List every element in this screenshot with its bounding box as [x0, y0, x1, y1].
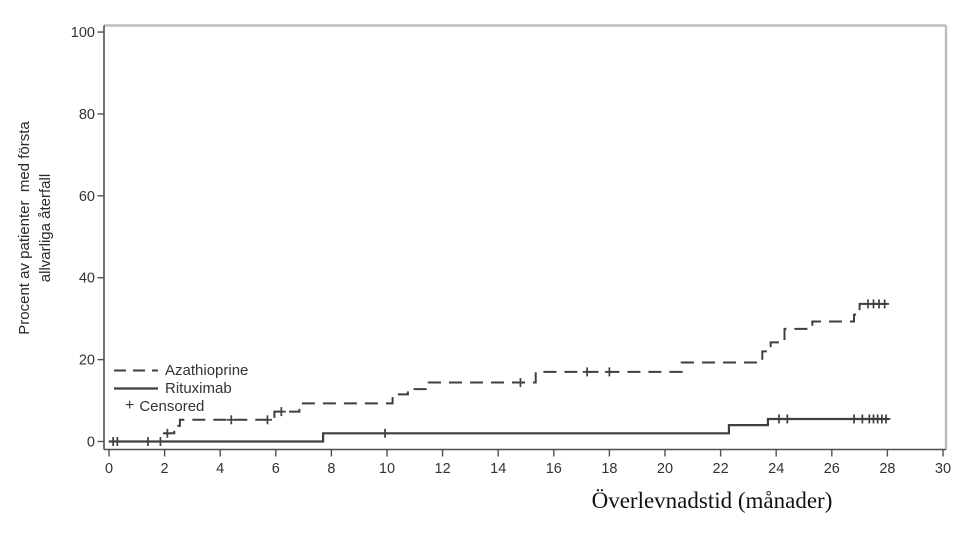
- x-tick-label: 16: [546, 461, 562, 477]
- legend-label-rituximab: Rituximab: [165, 379, 232, 397]
- x-tick-label: 20: [657, 461, 673, 477]
- y-tick-label: 20: [79, 353, 95, 369]
- series-azathioprine-censor-marks: [162, 299, 890, 438]
- x-tick-label: 8: [327, 461, 335, 477]
- legend-item-azathioprine: Azathioprine: [114, 361, 248, 379]
- y-axis-label-line1: Procent av patienter med första: [16, 121, 33, 335]
- x-tick-label: 0: [105, 461, 113, 477]
- x-tick-label: 12: [435, 461, 451, 477]
- x-tick-label: 14: [490, 461, 506, 477]
- series-rituximab-censor-marks: [108, 414, 891, 446]
- legend-item-rituximab: Rituximab: [114, 379, 248, 397]
- legend-item-censored: + Censored: [125, 397, 248, 415]
- legend-label-azathioprine: Azathioprine: [165, 361, 249, 379]
- y-tick-label: 0: [87, 435, 95, 451]
- x-tick-label: 22: [713, 461, 729, 477]
- y-tick-label: 80: [79, 107, 95, 123]
- dashed-line-sample: [114, 361, 158, 379]
- y-tick-label: 60: [79, 189, 95, 205]
- legend: Azathioprine Rituximab + Censored: [114, 361, 248, 415]
- series-rituximab-line: [109, 417, 889, 443]
- x-tick-label: 18: [601, 461, 617, 477]
- x-tick-label: 30: [935, 461, 951, 477]
- x-tick-label: 6: [272, 461, 280, 477]
- legend-label-censored: Censored: [139, 397, 205, 415]
- x-axis-label: Överlevnadstid (månader): [591, 488, 833, 513]
- y-tick-label: 40: [79, 271, 95, 287]
- y-tick-label: 100: [71, 25, 95, 41]
- x-tick-label: 10: [379, 461, 395, 477]
- x-tick-label: 24: [768, 461, 784, 477]
- x-tick-label: 28: [879, 461, 895, 477]
- y-axis-label: Procent av patienter med första allvarlig…: [14, 78, 60, 378]
- series-azathioprine-line: [109, 302, 891, 443]
- y-axis-label-line2: allvarliga återfall: [37, 173, 54, 283]
- solid-line-sample: [114, 379, 158, 397]
- x-tick-label: 26: [824, 461, 840, 477]
- plus-marker-sample: +: [125, 397, 135, 414]
- x-tick-label: 4: [216, 461, 224, 477]
- x-tick-label: 2: [161, 461, 169, 477]
